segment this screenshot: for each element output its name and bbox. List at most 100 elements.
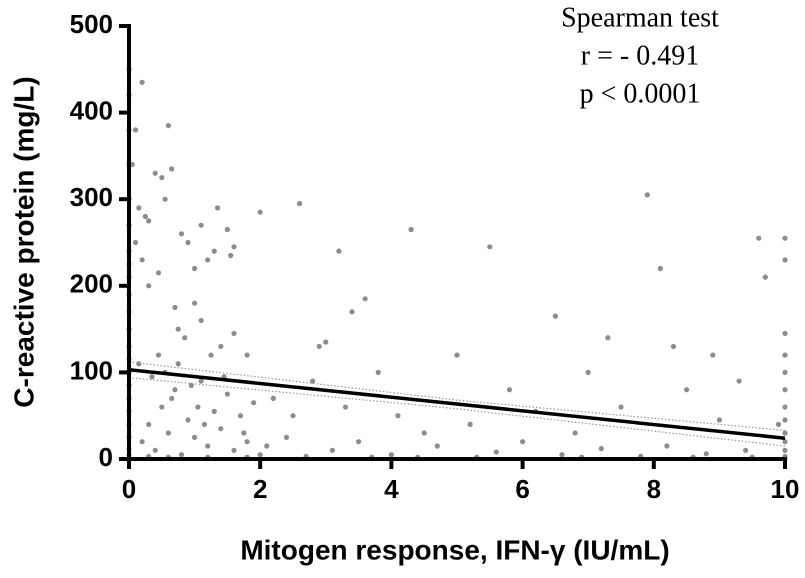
point <box>205 257 211 263</box>
point <box>362 296 368 302</box>
annotation: p < 0.0001 <box>580 78 701 109</box>
point <box>175 361 181 367</box>
point <box>644 192 650 198</box>
y-tick-label: 400 <box>70 95 113 125</box>
point <box>152 170 158 176</box>
point <box>146 283 152 289</box>
point <box>251 400 257 406</box>
point <box>598 446 604 452</box>
point <box>169 166 175 172</box>
point <box>657 265 663 272</box>
point <box>395 413 401 419</box>
point <box>782 430 788 436</box>
point <box>172 387 178 393</box>
point <box>152 447 158 453</box>
point <box>257 452 263 458</box>
point <box>146 218 152 224</box>
point <box>329 447 335 453</box>
point <box>782 352 788 358</box>
x-tick-label: 6 <box>515 474 529 504</box>
point <box>572 430 578 436</box>
y-tick-label: 0 <box>99 442 113 472</box>
point <box>487 244 493 250</box>
point <box>585 369 591 375</box>
point <box>175 326 181 332</box>
point <box>231 244 237 250</box>
point <box>132 127 139 133</box>
point <box>283 434 290 440</box>
point <box>670 343 677 350</box>
point <box>710 352 716 358</box>
point <box>349 309 355 315</box>
point <box>205 443 211 449</box>
point <box>782 369 788 375</box>
point <box>178 452 185 458</box>
point <box>296 200 303 207</box>
point <box>146 421 152 427</box>
point <box>467 421 473 427</box>
y-tick-label: 300 <box>70 182 113 212</box>
point <box>142 213 148 220</box>
point <box>182 335 188 341</box>
point <box>408 226 414 233</box>
point <box>375 369 381 375</box>
point <box>684 387 690 393</box>
y-tick-label: 200 <box>70 269 113 299</box>
y-axis-label: C-reactive protein (mg/L) <box>8 76 39 407</box>
point <box>782 387 788 393</box>
point <box>342 404 349 410</box>
point <box>244 439 250 445</box>
point <box>782 417 788 423</box>
point <box>241 430 247 436</box>
point <box>559 452 565 458</box>
point <box>228 252 234 259</box>
point <box>231 447 237 453</box>
point <box>257 209 263 215</box>
point <box>139 257 145 263</box>
point <box>782 447 788 453</box>
point <box>605 335 611 341</box>
point <box>506 387 513 393</box>
x-tick-label: 0 <box>122 474 136 504</box>
fit-line <box>128 368 786 440</box>
point <box>224 391 230 397</box>
point <box>316 343 322 350</box>
point <box>775 421 782 427</box>
point <box>178 231 185 237</box>
point <box>198 222 204 228</box>
point <box>165 430 171 436</box>
point <box>782 257 788 263</box>
point <box>736 378 742 384</box>
point <box>162 196 168 202</box>
point <box>149 374 155 380</box>
x-tick-label: 4 <box>384 474 399 504</box>
confidence-band <box>128 376 786 447</box>
point <box>703 451 709 457</box>
point <box>237 413 244 419</box>
point <box>782 404 788 410</box>
point <box>336 248 342 254</box>
point <box>716 417 723 423</box>
point <box>520 439 526 445</box>
point <box>169 395 175 401</box>
point <box>192 300 198 306</box>
point <box>270 395 276 401</box>
point <box>214 205 221 211</box>
point <box>185 417 191 423</box>
point <box>244 352 250 358</box>
point <box>388 452 394 458</box>
point <box>224 226 230 233</box>
point <box>218 426 224 432</box>
point <box>218 343 224 350</box>
point <box>155 270 162 276</box>
point <box>185 239 191 246</box>
x-tick-label: 8 <box>647 474 661 504</box>
point <box>192 265 198 272</box>
y-tick-label: 100 <box>70 355 113 385</box>
point <box>136 361 142 367</box>
point <box>782 235 788 241</box>
point <box>264 443 270 449</box>
point <box>192 434 198 440</box>
point <box>211 408 217 414</box>
